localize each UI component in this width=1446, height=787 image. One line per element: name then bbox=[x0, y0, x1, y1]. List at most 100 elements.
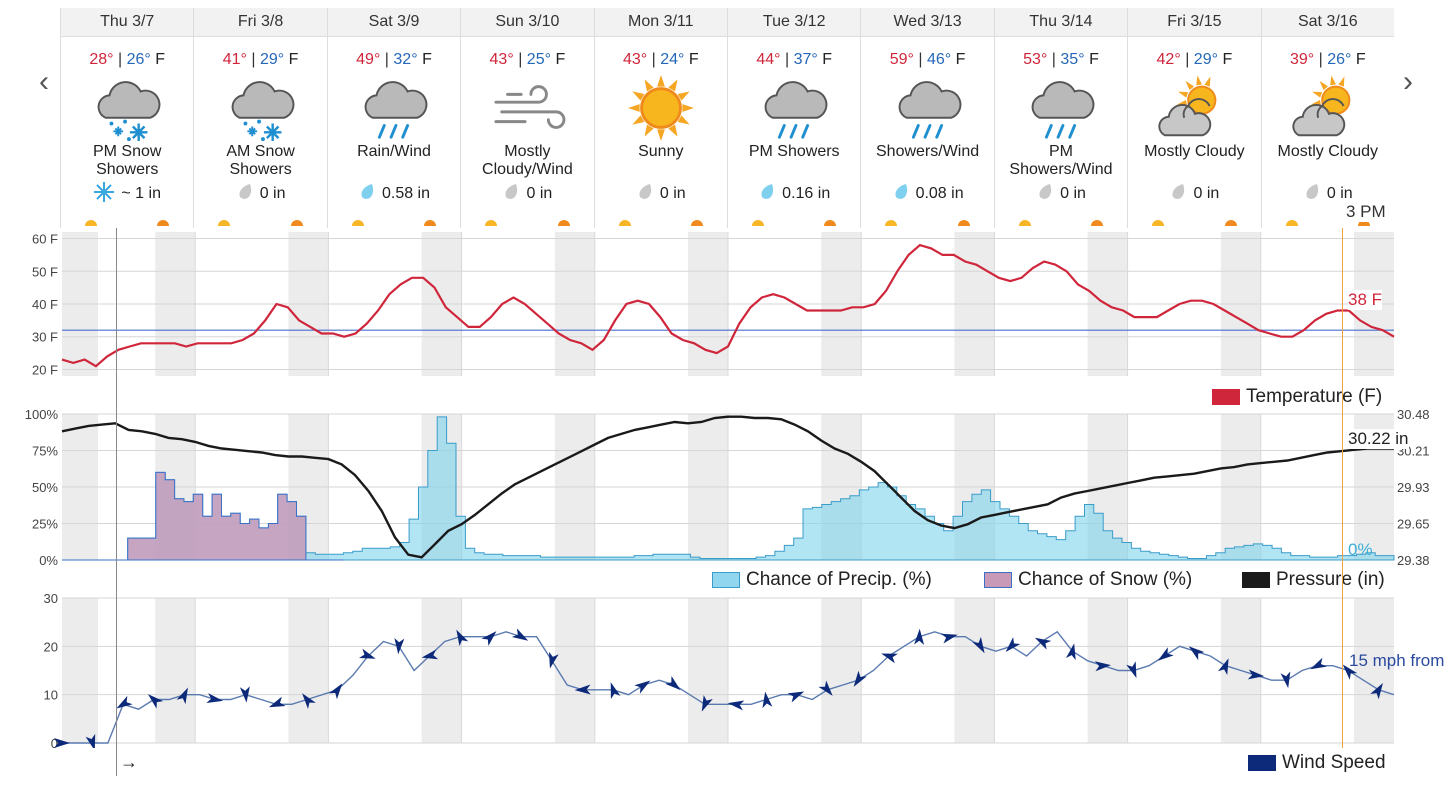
day-card[interactable]: Mon 3/11 43° | 24° F Sunny 0 in bbox=[593, 8, 727, 228]
low-temp: 29° bbox=[1193, 51, 1218, 68]
previous-arrow-button[interactable]: ‹ bbox=[39, 65, 49, 98]
high-temp: 42° bbox=[1156, 51, 1181, 68]
partly-weather-icon bbox=[1154, 73, 1234, 143]
wind-direction-arrow bbox=[481, 631, 497, 646]
day-temps: 44° | 37° F bbox=[756, 51, 833, 68]
day-card[interactable]: Fri 3/15 42° | 29° F Mostly Cloudy 0 in bbox=[1127, 8, 1261, 228]
night-band bbox=[62, 598, 98, 743]
y-tick-label: 20 bbox=[44, 639, 58, 654]
raindrop-icon bbox=[358, 182, 376, 207]
day-temps: 28° | 26° F bbox=[89, 51, 166, 68]
day-card[interactable]: Sat 3/9 49° | 32° F Rain/Wind 0.58 in bbox=[326, 8, 461, 228]
sunrise-icon bbox=[85, 220, 97, 226]
sunrise-icon bbox=[1018, 220, 1031, 226]
sunset-icon bbox=[424, 220, 437, 226]
wind-direction-arrow bbox=[116, 695, 133, 709]
rain-weather-icon bbox=[1021, 73, 1101, 143]
condition-text: Mostly Cloudy/Wind bbox=[482, 143, 573, 178]
sunset-icon bbox=[824, 220, 837, 226]
wind-direction-arrow bbox=[1280, 671, 1291, 689]
wind-direction-arrow bbox=[54, 738, 70, 748]
snow-legend-label: Chance of Snow (%) bbox=[1018, 569, 1193, 590]
day-date: Sat 3/9 bbox=[327, 8, 461, 37]
wind-direction-arrow bbox=[147, 694, 164, 709]
cursor-line bbox=[116, 228, 117, 776]
hover-precip-label: 0% bbox=[1348, 540, 1373, 559]
wind-direction-arrow bbox=[1342, 664, 1358, 680]
day-card[interactable]: Thu 3/14 53° | 35° F PM Showers/Wind 0 in bbox=[993, 8, 1128, 228]
sunrise-icon bbox=[752, 220, 764, 226]
day-card[interactable]: Sat 3/16 39° | 26° F Mostly Cloudy 0 in bbox=[1260, 8, 1394, 228]
high-temp: 53° bbox=[1023, 51, 1048, 68]
temp-unit: F bbox=[155, 51, 166, 68]
sunrise-icon bbox=[1285, 220, 1298, 226]
precip-swatch bbox=[712, 572, 740, 588]
temp-unit: F bbox=[1222, 51, 1233, 68]
wind-direction-arrow bbox=[239, 686, 250, 703]
wind-direction-arrow bbox=[268, 696, 286, 708]
temp-unit: F bbox=[688, 51, 699, 68]
sunrise-icon bbox=[218, 220, 231, 226]
day-card[interactable]: Fri 3/8 41° | 29° F AM Snow Showers 0 in bbox=[193, 8, 327, 228]
wind-direction-arrow bbox=[1188, 646, 1205, 661]
sunset-icon bbox=[1357, 220, 1370, 226]
y-tick-label: 30 bbox=[44, 591, 58, 606]
day-card[interactable]: Thu 3/7 28° | 26° F PM Snow Showers ~ 1 i… bbox=[60, 8, 194, 228]
raindrop-icon bbox=[636, 182, 654, 207]
condition-text: Mostly Cloudy bbox=[1144, 143, 1245, 160]
low-temp: 32° bbox=[393, 51, 418, 68]
wind-direction-arrow bbox=[727, 700, 745, 711]
condition-text: Sunny bbox=[638, 143, 684, 160]
condition-text: Rain/Wind bbox=[357, 143, 431, 160]
wind-direction-arrow bbox=[302, 693, 316, 709]
wind-direction-arrow bbox=[853, 670, 867, 687]
wind-direction-arrow bbox=[665, 676, 681, 691]
wind-direction-arrow bbox=[1094, 661, 1112, 672]
sunset-icon bbox=[690, 220, 703, 226]
sunset-icon bbox=[957, 220, 970, 226]
condition-text: PM Snow Showers bbox=[92, 143, 162, 178]
partly-weather-icon bbox=[1288, 73, 1368, 143]
sunrise-icon bbox=[1152, 220, 1165, 226]
next-arrow-button[interactable]: › bbox=[1403, 65, 1413, 98]
temperature-legend: Temperature (F) bbox=[1212, 386, 1382, 408]
day-card[interactable]: Wed 3/13 59° | 46° F Showers/Wind 0.08 i… bbox=[860, 8, 994, 228]
temp-unit: F bbox=[955, 51, 966, 68]
day-date: Wed 3/13 bbox=[861, 8, 994, 37]
temperature-chart: 60 F 50 F 40 F 30 F 20 F bbox=[32, 232, 1395, 377]
snow-swatch bbox=[984, 572, 1012, 588]
low-temp: 37° bbox=[793, 51, 818, 68]
raindrop-icon bbox=[892, 182, 910, 207]
precip-legend: Chance of Precip. (%) bbox=[712, 569, 932, 591]
night-band bbox=[825, 598, 862, 743]
night-band bbox=[292, 598, 329, 743]
wind-direction-arrow bbox=[1247, 669, 1265, 680]
wind-line bbox=[62, 630, 1395, 744]
wind-direction-arrow bbox=[1065, 643, 1076, 661]
night-band bbox=[159, 598, 196, 743]
low-temp: 26° bbox=[126, 51, 151, 68]
wind-direction-arrow bbox=[85, 733, 96, 748]
temp-unit: F bbox=[1355, 51, 1366, 68]
wind-direction-arrow bbox=[358, 648, 376, 659]
day-card[interactable]: Tue 3/12 44° | 37° F PM Showers 0.16 in bbox=[727, 8, 861, 228]
wind-direction-arrow bbox=[1005, 637, 1021, 653]
raindrop-icon bbox=[1036, 182, 1054, 207]
wind-legend-label: Wind Speed bbox=[1282, 752, 1386, 773]
temp-unit: F bbox=[288, 51, 299, 68]
y-tick-label-right: 29.93 bbox=[1397, 480, 1430, 495]
wind-direction-arrow bbox=[206, 693, 223, 704]
raindrop-icon bbox=[758, 182, 776, 207]
low-temp: 29° bbox=[260, 51, 285, 68]
high-temp: 44° bbox=[756, 51, 781, 68]
sunrise-icon bbox=[351, 220, 364, 226]
day-card[interactable]: Sun 3/10 43° | 25° F Mostly Cloudy/Wind 0… bbox=[460, 8, 594, 228]
wind-direction-arrow bbox=[762, 691, 773, 709]
day-temps: 39° | 26° F bbox=[1289, 51, 1366, 68]
wind-direction-arrow bbox=[176, 687, 189, 705]
low-temp: 35° bbox=[1060, 51, 1085, 68]
sun-weather-icon bbox=[621, 73, 701, 143]
precip-amount: 0 in bbox=[1262, 183, 1394, 205]
high-temp: 41° bbox=[222, 51, 247, 68]
